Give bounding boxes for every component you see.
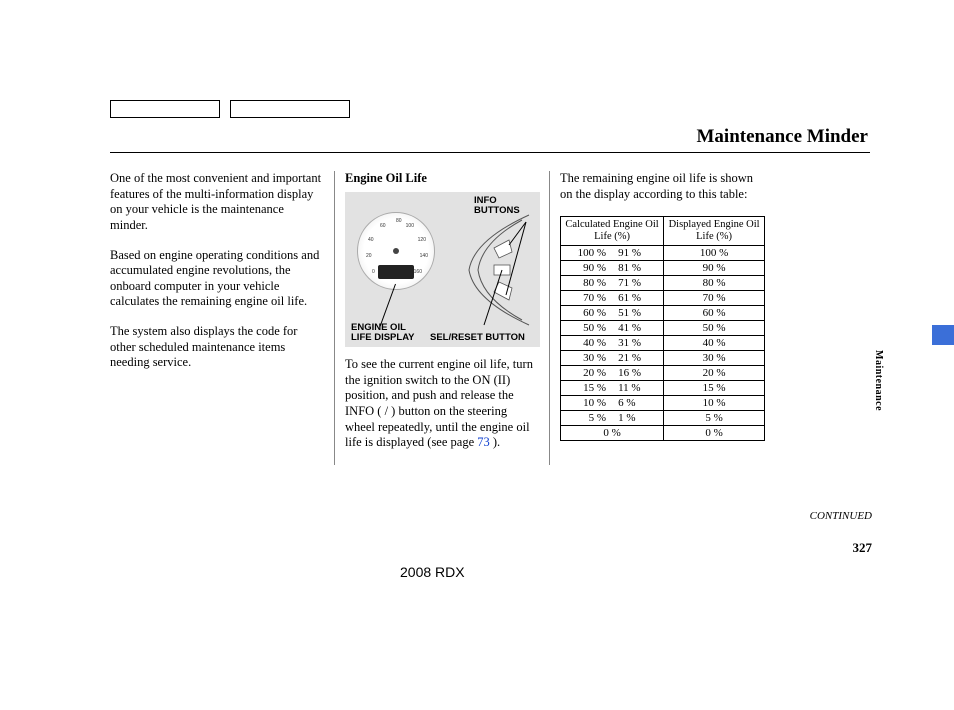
oil-life-table: Calculated Engine Oil Life (%) Displayed…	[560, 216, 765, 441]
table-header-calc: Calculated Engine Oil Life (%)	[561, 217, 664, 246]
gauge-tick: 80	[396, 218, 402, 224]
instruction-text: To see the current engine oil life, turn…	[345, 357, 533, 449]
oil-life-table-body: 100 %91 %100 %90 %81 %90 %80 %71 %80 %70…	[561, 246, 765, 441]
header-box-1	[110, 100, 220, 118]
disp-cell: 70 %	[664, 291, 765, 306]
section-side-label: Maintenance	[873, 350, 884, 411]
table-row: 90 %81 %90 %	[561, 261, 765, 276]
disp-cell: 20 %	[664, 366, 765, 381]
calc-range-cell: 70 %61 %	[561, 291, 664, 306]
engine-oil-life-heading: Engine Oil Life	[345, 171, 539, 186]
section-tab	[932, 325, 954, 345]
disp-cell: 10 %	[664, 396, 765, 411]
column-2: Engine Oil Life 0 20 40 60 80 100 120 14…	[335, 171, 550, 465]
gauge-tick: 140	[420, 253, 428, 259]
calc-range-cell: 20 %16 %	[561, 366, 664, 381]
disp-cell: 5 %	[664, 411, 765, 426]
gauge-tick: 160	[414, 269, 422, 275]
intro-para-1: One of the most convenient and important…	[110, 171, 324, 234]
calc-range-cell: 10 %6 %	[561, 396, 664, 411]
sel-reset-button-label: SEL/RESET BUTTON	[430, 333, 534, 343]
table-row: 15 %11 %15 %	[561, 381, 765, 396]
gauge-tick: 0	[372, 269, 375, 275]
content-columns: One of the most convenient and important…	[110, 171, 870, 465]
table-intro: The remaining engine oil life is shown o…	[560, 171, 768, 202]
disp-cell: 60 %	[664, 306, 765, 321]
disp-cell: 80 %	[664, 276, 765, 291]
dashboard-diagram: 0 20 40 60 80 100 120 140 160	[345, 192, 540, 347]
table-row: 20 %16 %20 %	[561, 366, 765, 381]
calc-range-cell: 100 %91 %	[561, 246, 664, 261]
disp-cell: 50 %	[664, 321, 765, 336]
table-row: 40 %31 %40 %	[561, 336, 765, 351]
disp-cell: 0 %	[664, 426, 765, 441]
gauge-tick: 100	[406, 223, 414, 229]
table-row: 50 %41 %50 %	[561, 321, 765, 336]
disp-cell: 15 %	[664, 381, 765, 396]
intro-para-3: The system also displays the code for ot…	[110, 324, 324, 371]
speedometer-gauge: 0 20 40 60 80 100 120 140 160	[357, 212, 435, 290]
header-box-2	[230, 100, 350, 118]
continued-label: CONTINUED	[810, 510, 872, 522]
gauge-tick: 20	[366, 253, 372, 259]
gauge-tick: 40	[368, 237, 374, 243]
calc-range-cell: 0 %	[561, 426, 664, 441]
title-rule	[110, 152, 870, 153]
table-row: 100 %91 %100 %	[561, 246, 765, 261]
gauge-tick: 60	[380, 223, 386, 229]
calc-range-cell: 5 %1 %	[561, 411, 664, 426]
intro-para-2: Based on engine operating conditions and…	[110, 248, 324, 311]
engine-oil-display-label: ENGINE OIL LIFE DISPLAY	[351, 323, 421, 343]
table-header-disp: Displayed Engine Oil Life (%)	[664, 217, 765, 246]
table-row: 80 %71 %80 %	[561, 276, 765, 291]
column-3: The remaining engine oil life is shown o…	[550, 171, 768, 465]
calc-range-cell: 90 %81 %	[561, 261, 664, 276]
gauge-center-icon	[393, 248, 399, 254]
leader-line	[380, 284, 396, 327]
calc-range-cell: 80 %71 %	[561, 276, 664, 291]
calc-range-cell: 40 %31 %	[561, 336, 664, 351]
disp-cell: 100 %	[664, 246, 765, 261]
steering-wheel-icon	[454, 210, 534, 330]
disp-cell: 30 %	[664, 351, 765, 366]
page-number: 327	[853, 540, 873, 556]
manual-page: Maintenance Minder One of the most conve…	[110, 100, 870, 465]
page-title: Maintenance Minder	[110, 126, 870, 148]
table-row: 30 %21 %30 %	[561, 351, 765, 366]
gauge-tick: 120	[418, 237, 426, 243]
page-link-73[interactable]: 73	[477, 435, 490, 449]
info-buttons-label: INFO BUTTONS	[474, 196, 534, 216]
header-placeholder-boxes	[110, 100, 870, 118]
table-row: 10 %6 %10 %	[561, 396, 765, 411]
model-year-label: 2008 RDX	[400, 564, 465, 580]
oil-life-display-icon	[378, 265, 414, 279]
table-row: 0 %0 %	[561, 426, 765, 441]
instruction-para: To see the current engine oil life, turn…	[345, 357, 539, 451]
instruction-tail: ).	[490, 435, 500, 449]
disp-cell: 40 %	[664, 336, 765, 351]
disp-cell: 90 %	[664, 261, 765, 276]
calc-range-cell: 50 %41 %	[561, 321, 664, 336]
table-row: 5 %1 %5 %	[561, 411, 765, 426]
column-1: One of the most convenient and important…	[110, 171, 335, 465]
table-row: 70 %61 %70 %	[561, 291, 765, 306]
table-row: 60 %51 %60 %	[561, 306, 765, 321]
calc-range-cell: 60 %51 %	[561, 306, 664, 321]
calc-range-cell: 30 %21 %	[561, 351, 664, 366]
calc-range-cell: 15 %11 %	[561, 381, 664, 396]
